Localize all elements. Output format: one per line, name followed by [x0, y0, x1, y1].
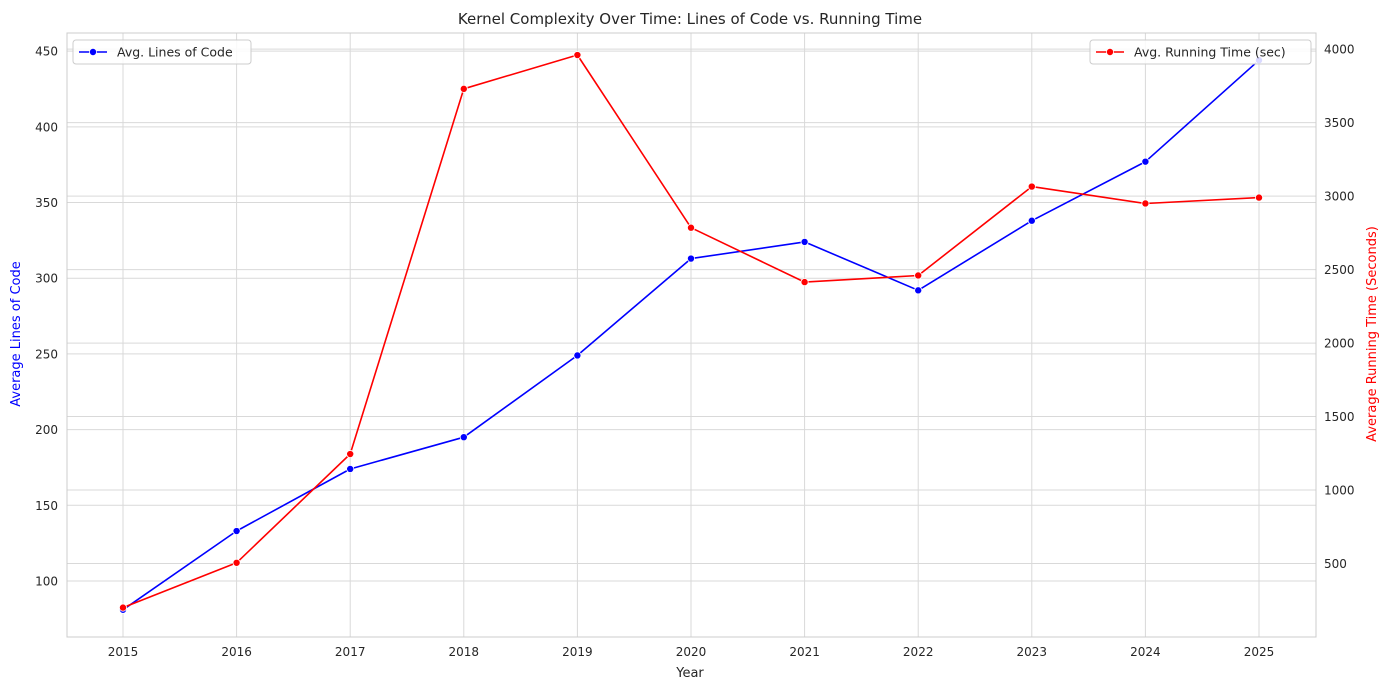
legend-left: Avg. Lines of Code [72, 39, 252, 65]
legend-right: Avg. Running Time (sec) [1089, 39, 1312, 65]
x-tick-label: 2023 [1017, 645, 1048, 659]
series-1-point [119, 603, 128, 612]
series-0-point [1027, 216, 1036, 225]
legend-right-marker-swatch [1106, 48, 1115, 57]
x-tick-label: 2025 [1244, 645, 1275, 659]
left-y-tick-label: 450 [35, 45, 58, 59]
series-0-point [687, 254, 696, 263]
right-y-tick-label: 2000 [1324, 337, 1355, 351]
right-y-tick-label: 1500 [1324, 410, 1355, 424]
legend-right-label: Avg. Running Time (sec) [1134, 45, 1286, 60]
right-y-tick-label: 1000 [1324, 484, 1355, 498]
x-tick-label: 2017 [335, 645, 366, 659]
x-axis-label: Year [675, 666, 704, 681]
right-y-axis-label: Average Running Time (Seconds) [1365, 226, 1380, 442]
left-y-tick-label: 350 [35, 196, 58, 210]
series-1-point [573, 51, 582, 60]
x-tick-label: 2021 [789, 645, 820, 659]
series-0-point [800, 237, 809, 246]
series-1-point [346, 450, 355, 459]
series-layer [119, 51, 1264, 614]
legend-left-label: Avg. Lines of Code [117, 45, 233, 60]
series-1-point [687, 223, 696, 232]
x-tick-label: 2016 [221, 645, 252, 659]
series-1-point [1027, 182, 1036, 191]
x-tick-label: 2015 [108, 645, 139, 659]
series-1-point [800, 278, 809, 287]
left-y-tick-label: 200 [35, 423, 58, 437]
right-y-tick-label: 2500 [1324, 263, 1355, 277]
chart-title: Kernel Complexity Over Time: Lines of Co… [458, 10, 922, 28]
right-y-tick-label: 4000 [1324, 43, 1355, 57]
series-0-point [346, 464, 355, 473]
left-y-tick-label: 150 [35, 499, 58, 513]
series-1-point [914, 271, 923, 280]
series-1-point [459, 84, 468, 93]
series-0-point [914, 286, 923, 295]
series-1-point [232, 558, 241, 567]
series-0-point [232, 527, 241, 536]
left-y-axis-label: Average Lines of Code [9, 261, 24, 406]
series-0-point [1141, 157, 1150, 166]
grid-layer [67, 33, 1316, 637]
left-y-tick-label: 300 [35, 272, 58, 286]
left-y-tick-label: 400 [35, 120, 58, 134]
left-y-tick-label: 100 [35, 574, 58, 588]
tick-layer: 2015 2016 2017 2018 2019 2020 2021 2022 2023 2024… [35, 43, 1354, 659]
x-tick-label: 2018 [449, 645, 480, 659]
legend-left-marker-swatch [89, 48, 98, 57]
left-y-tick-label: 250 [35, 347, 58, 361]
series-1-point [1255, 193, 1264, 202]
series-0-point [573, 351, 582, 360]
right-y-tick-label: 500 [1324, 557, 1347, 571]
right-y-tick-label: 3500 [1324, 116, 1355, 130]
x-tick-label: 2019 [562, 645, 593, 659]
series-0-point [459, 433, 468, 442]
x-tick-label: 2024 [1130, 645, 1161, 659]
right-y-tick-label: 3000 [1324, 190, 1355, 204]
x-tick-label: 2020 [676, 645, 707, 659]
plot-frame [66, 32, 1317, 638]
series-1-point [1141, 199, 1150, 208]
legend-right-box [1089, 39, 1312, 65]
x-tick-label: 2022 [903, 645, 934, 659]
legend-left-box [72, 39, 252, 65]
